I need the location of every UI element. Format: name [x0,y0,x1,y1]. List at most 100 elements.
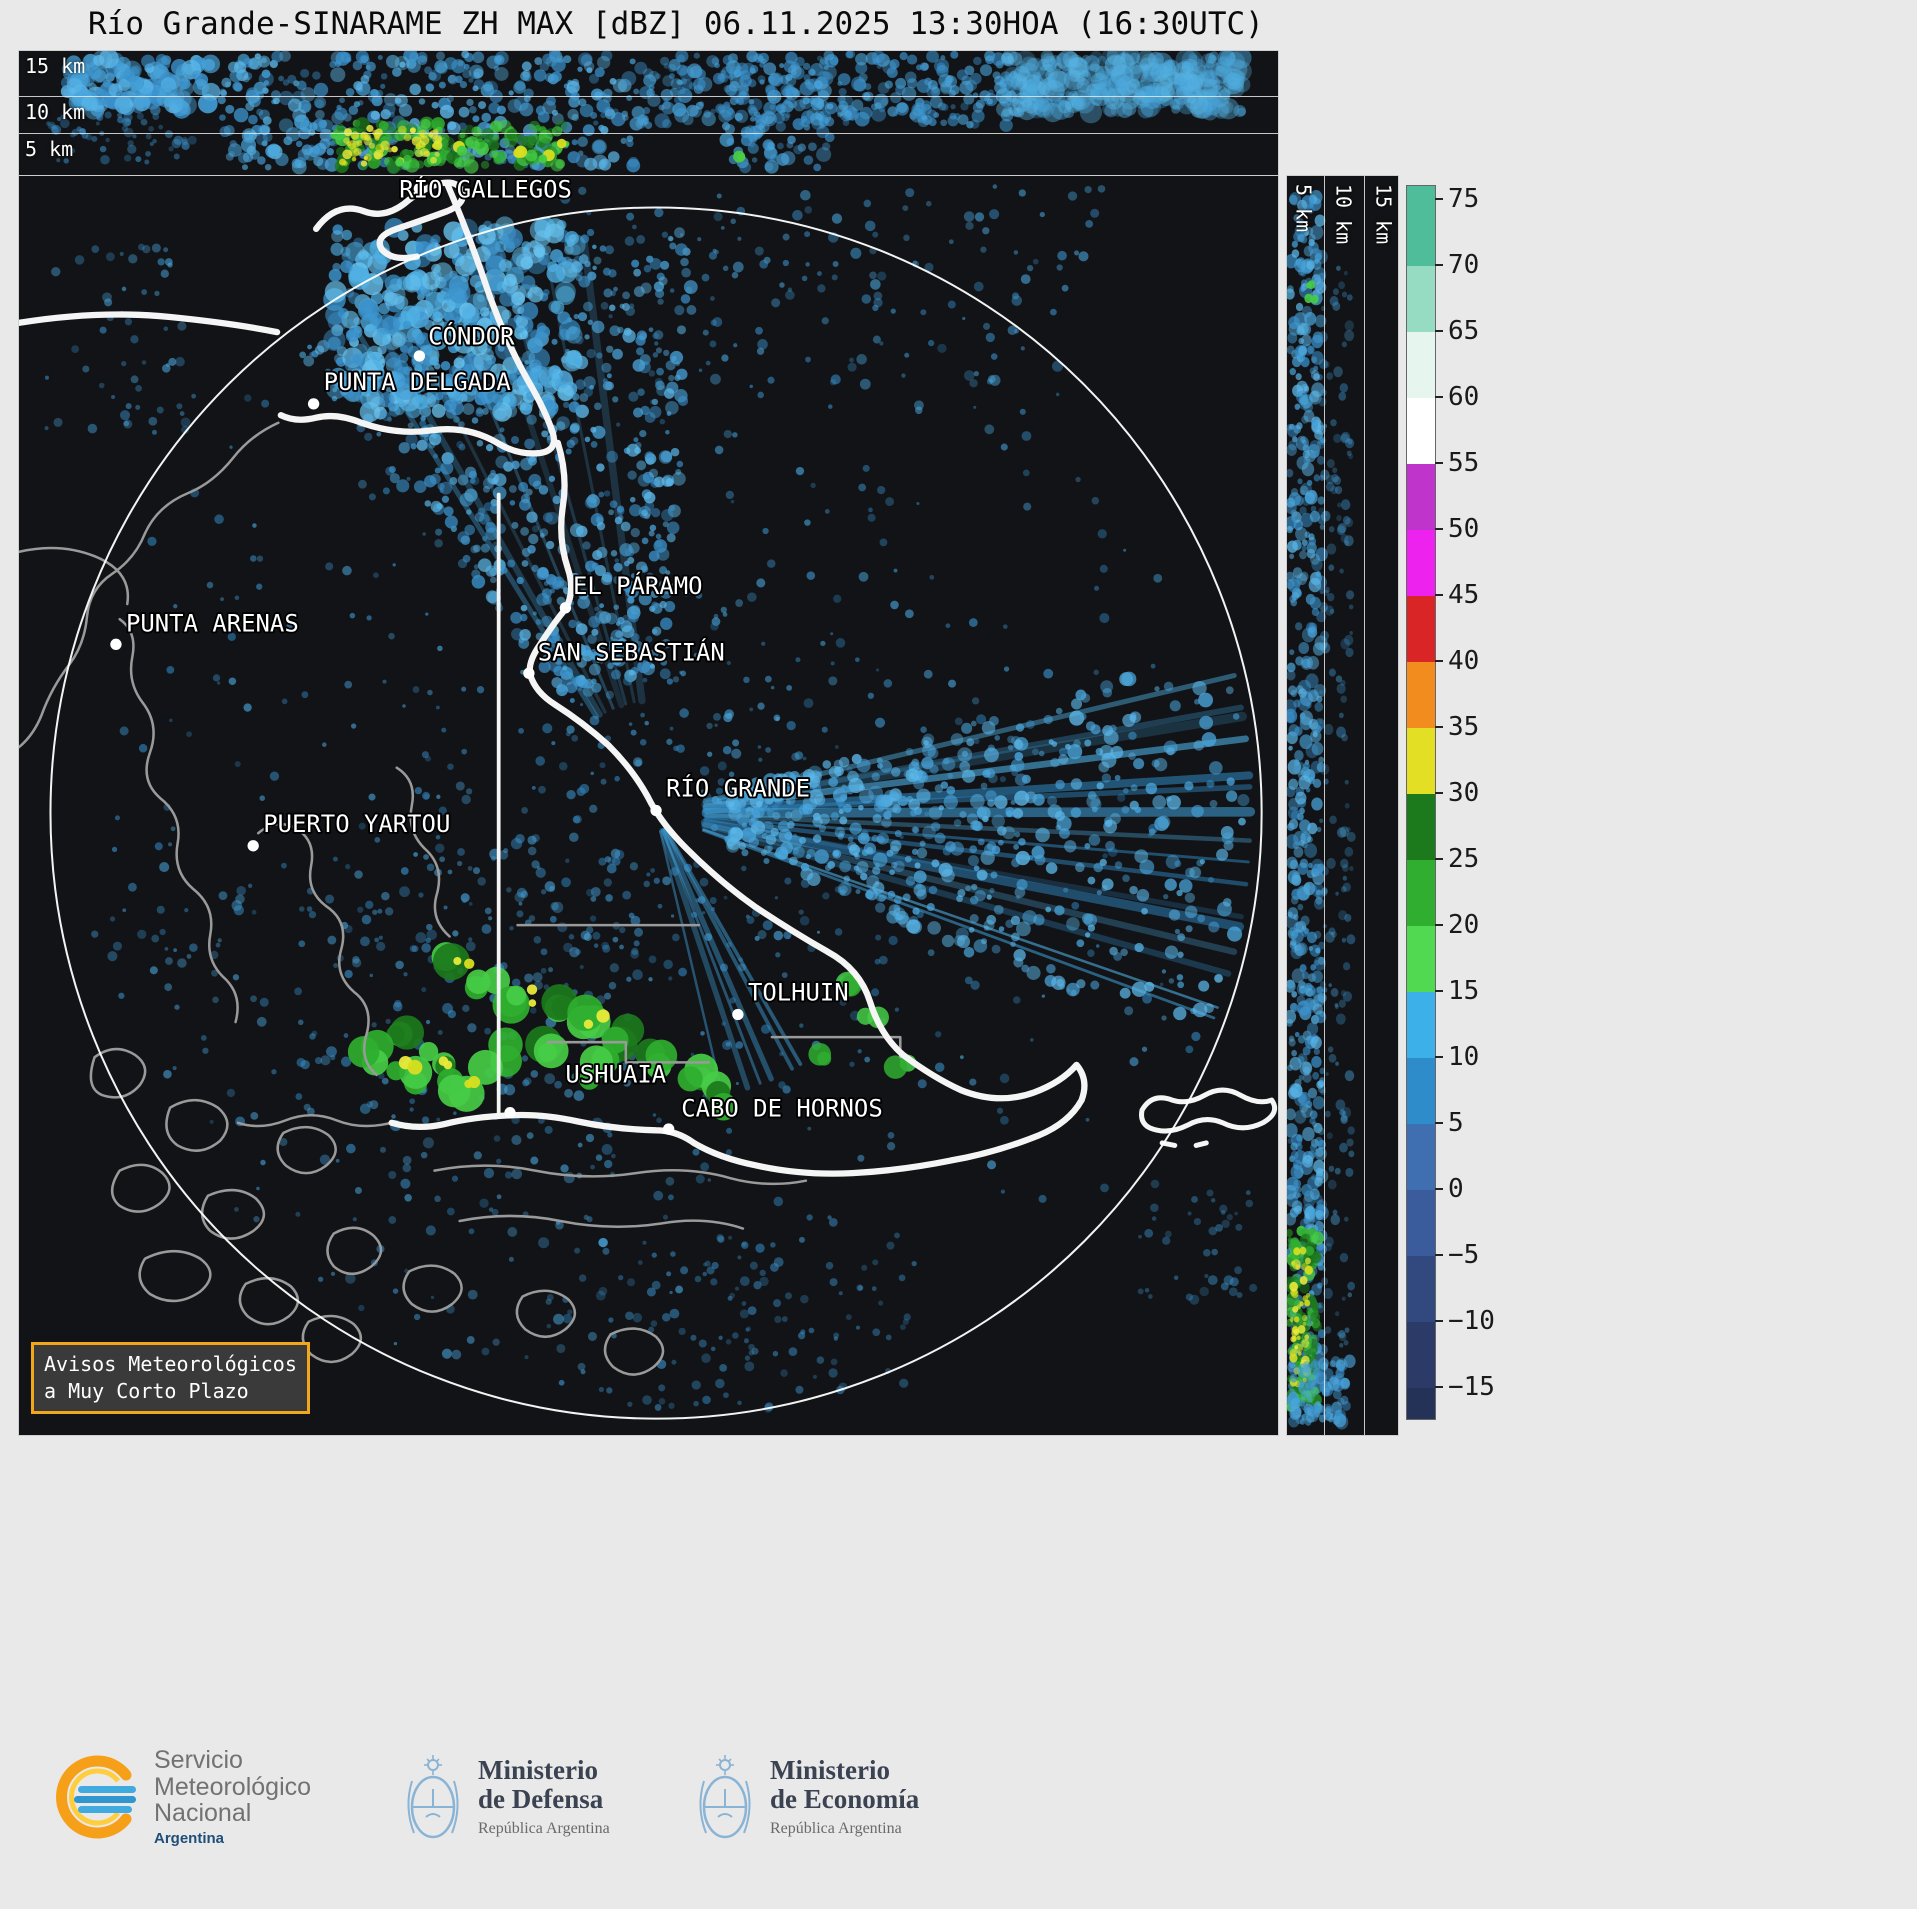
height-label-5km-right: 5 km [1291,184,1316,233]
colorbar-tick-mark [1435,1188,1443,1190]
city-dot [662,1123,675,1135]
coastline-gray [546,1040,711,1064]
ministry-economy-line2: de Economía [770,1784,920,1814]
smn-logo-icon [56,1755,136,1839]
coastline-white [277,180,558,457]
ministry-economy-line1: Ministerio [770,1754,890,1785]
colorbar-tick-mark [1435,858,1443,860]
height-label-10km-right: 10 km [1331,184,1356,245]
height-label-10km: 10 km [25,99,86,124]
city-dot [307,398,320,410]
coastline-gray [326,1226,383,1276]
coastline-gray [165,1098,229,1152]
colorbar-segment [1407,1256,1435,1322]
coastline-gray [238,1276,300,1326]
colorbar-tick-label: −5 [1448,1240,1480,1270]
smn-country: Argentina [154,1829,225,1847]
page-title: Río Grande-SINARAME ZH MAX [dBZ] 06.11.2… [88,6,1264,42]
radar-range-ring [49,206,1263,1420]
colorbar-segment [1407,992,1435,1058]
city-label: PUERTO YARTOU [263,810,450,838]
colorbar-segment [1407,860,1435,926]
colorbar-segment [1407,332,1435,398]
coastline-gray [395,766,451,938]
height-gridline-15km-right [1363,176,1365,1435]
city-dot [110,638,122,651]
coastlines-layer [19,179,1278,1376]
colorbar-tick-mark [1435,660,1443,662]
coat-of-arms-icon [407,1755,459,1839]
smn-name-line2: Meteorológico [154,1772,312,1801]
colorbar-tick-label: 5 [1448,1108,1464,1138]
colorbar-tick-label: 0 [1448,1174,1464,1204]
colorbar-segment [1407,662,1435,728]
colorbar-tick-mark [1435,1122,1443,1124]
city-label: SAN SEBASTIÁN [538,638,725,667]
coastline-white [1139,1087,1278,1134]
city-label: CABO DE HORNOS [681,1094,883,1122]
cross-section-right-panel: 5 km 10 km 15 km [1286,175,1399,1436]
city-dot [732,1008,744,1021]
warning-line-1: Avisos Meteorológicos [44,1352,297,1376]
colorbar-tick-label: 15 [1448,976,1480,1006]
dbz-colorbar [1406,185,1436,1420]
coastline-white [312,179,466,262]
colorbar-tick-mark [1435,528,1443,530]
height-label-5km: 5 km [25,137,74,162]
coastline-white [19,311,281,336]
colorbar-tick-label: 35 [1448,712,1480,742]
colorbar-tick-mark [1435,396,1443,398]
city-dot [413,350,426,362]
coastline-gray [89,1047,147,1099]
colorbar-tick-mark [1435,330,1443,332]
coastline-gray [433,1164,808,1186]
ministry-defense-block: Ministerio de Defensa República Argentin… [402,1749,610,1845]
colorbar-tick-label: 25 [1448,844,1480,874]
colorbar-segment [1407,398,1435,464]
ministry-defense-sub: República Argentina [478,1820,610,1838]
coastline-gray [402,1264,463,1313]
colorbar-segment [1407,200,1435,266]
coastline-gray [236,1113,393,1128]
colorbar-tick-label: 60 [1448,382,1480,412]
colorbar-tick-label: 45 [1448,580,1480,610]
colorbar-segment [1407,596,1435,662]
city-dot [559,602,572,614]
colorbar-tick-mark [1435,924,1443,926]
colorbar-tick-mark [1435,462,1443,464]
city-label: TOLHUIN [748,979,849,1007]
city-label: CÓNDOR [428,321,515,351]
colorbar-segment [1407,464,1435,530]
colorbar-tick-label: 40 [1448,646,1480,676]
colorbar-tick-mark [1435,1254,1443,1256]
ministry-economy-block: Ministerio de Economía República Argenti… [694,1749,919,1845]
colorbar-tick-mark [1435,792,1443,794]
coastline-gray [603,1327,665,1376]
colorbar-tick-label: 20 [1448,910,1480,940]
colorbar-cap-top [1407,186,1435,200]
radar-map-panel: RÍO GALLEGOS CÓNDOR PUNTA DELGADA EL PÁRAMO… [18,175,1279,1436]
cross-section-top-echoes [46,51,1252,175]
warning-badge[interactable]: Avisos Meteorológicos a Muy Corto Plazo [31,1342,310,1414]
colorbar-segment [1407,1322,1435,1388]
city-dot [504,1107,516,1119]
city-label: EL PÁRAMO [573,571,703,600]
radar-map-svg: RÍO GALLEGOS CÓNDOR PUNTA DELGADA EL PÁRAMO… [19,176,1278,1420]
smn-logo-block: Servicio Meteorológico Nacional Argentin… [52,1747,311,1847]
height-gridline-5km [19,132,1278,134]
smn-name-line3: Nacional [154,1799,252,1827]
cross-section-right-echoes [1287,189,1356,1430]
colorbar-segment [1407,1058,1435,1124]
coastline-white [388,439,1088,1177]
city-dot [247,840,259,852]
colorbar-tick-mark [1435,594,1443,596]
height-gridline-10km-right [1323,176,1325,1435]
colorbar-tick-mark [1435,1056,1443,1058]
coastline-gray [301,1314,363,1364]
coastline-gray [256,822,378,1077]
footer: Servicio Meteorológico Nacional Argentin… [0,1437,1917,1909]
coastline-gray [118,617,239,1024]
coastline-white [1159,1140,1209,1148]
smn-name-line1: Servicio [154,1746,243,1774]
